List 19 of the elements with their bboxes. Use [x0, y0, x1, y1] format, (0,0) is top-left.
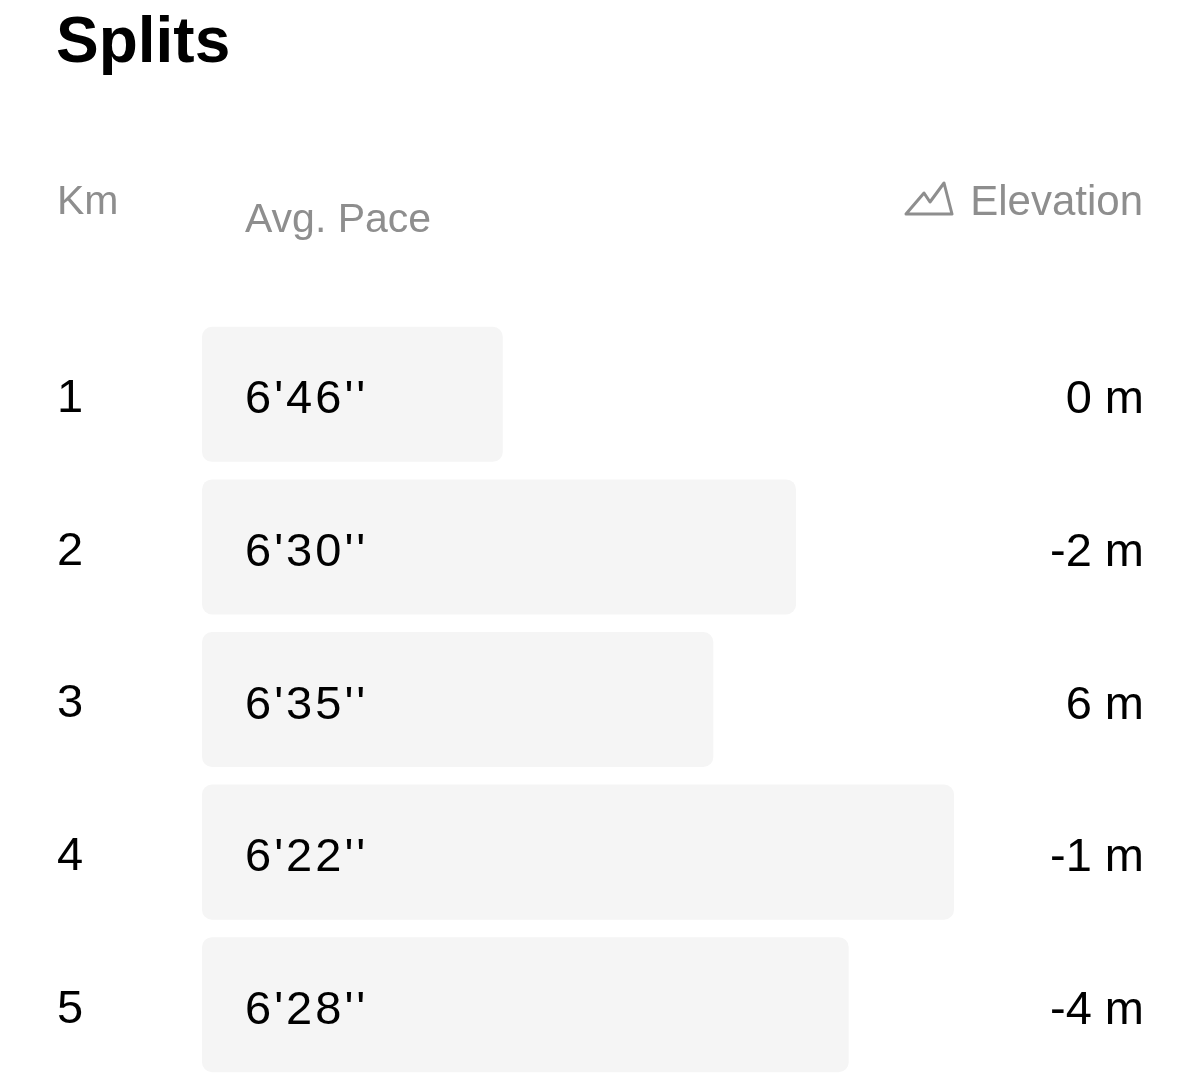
- annotation: 6'28'': [245, 980, 369, 1034]
- text: 6 m: [1065, 675, 1144, 729]
- y-tick-label: 5: [57, 979, 84, 1033]
- chart-title: Splits: [56, 4, 231, 76]
- y-tick-label: 2: [57, 521, 84, 575]
- annotation: 6'35'': [245, 675, 369, 729]
- text: -4 m: [1050, 980, 1144, 1034]
- text: Elevation: [970, 177, 1143, 224]
- annotation: 6'22'': [245, 828, 369, 882]
- y-axis-title: Km: [57, 177, 119, 223]
- text: -2 m: [1050, 522, 1144, 576]
- y-tick-label: 3: [57, 674, 84, 728]
- text: -1 m: [1050, 828, 1144, 882]
- y-tick-label: 1: [57, 369, 84, 423]
- x-axis-title: Avg. Pace: [245, 195, 432, 241]
- annotation: 6'30'': [245, 522, 369, 576]
- text: 0 m: [1065, 370, 1144, 424]
- y-tick-label: 4: [57, 827, 84, 881]
- annotation: 6'46'': [245, 370, 369, 424]
